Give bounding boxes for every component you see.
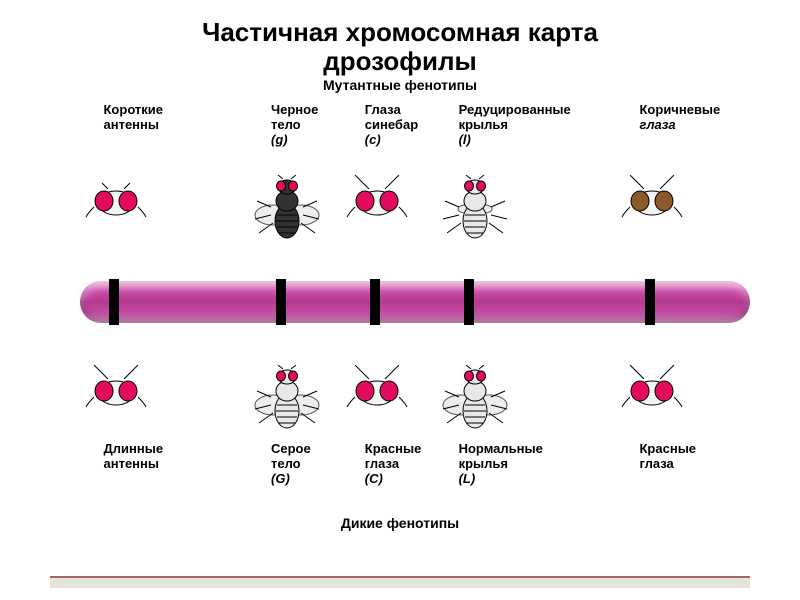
title-line-2: дрозофилы (0, 47, 800, 76)
chromosome-band-eyes_b (645, 279, 655, 325)
footer-shade (50, 578, 750, 588)
mutant-label-wings: Редуцированныекрылья(l) (459, 103, 579, 148)
wild-fly-eyes_c (345, 365, 409, 411)
mutant-label-antennae: Короткиеантенны (104, 103, 224, 133)
subtitle-wild: Дикие фенотипы (0, 515, 800, 531)
chromosome (80, 267, 750, 337)
mutant-fly-eyes_c (345, 175, 409, 221)
mutant-label-eyes_b: Коричневыеглаза (640, 103, 760, 133)
wild-label-eyes_b: Красныеглаза (640, 442, 760, 472)
mutant-fly-wings (439, 175, 511, 241)
wild-fly-eyes_b (620, 365, 684, 411)
wild-flies-row (0, 365, 800, 435)
wild-label-antennae: Длинныеантенны (104, 442, 224, 472)
mutant-flies-row (0, 175, 800, 245)
wild-label-wings: Нормальныекрылья(L) (459, 442, 579, 487)
mutant-fly-body (251, 175, 323, 241)
wild-fly-body (251, 365, 323, 431)
chromosome-band-antennae (109, 279, 119, 325)
wild-fly-wings (439, 365, 511, 431)
chromosome-band-eyes_c (370, 279, 380, 325)
diagram-area: КороткиеантенныЧерноетело(g)Глазасинебар… (0, 97, 800, 527)
chromosome-band-wings (464, 279, 474, 325)
subtitle-mutant: Мутантные фенотипы (0, 77, 800, 93)
title-line-1: Частичная хромосомная карта (0, 18, 800, 47)
page-title: Частичная хромосомная карта дрозофилы (0, 0, 800, 75)
mutant-fly-antennae (84, 175, 148, 221)
wild-fly-antennae (84, 365, 148, 411)
mutant-fly-eyes_b (620, 175, 684, 221)
chromosome-band-body (276, 279, 286, 325)
